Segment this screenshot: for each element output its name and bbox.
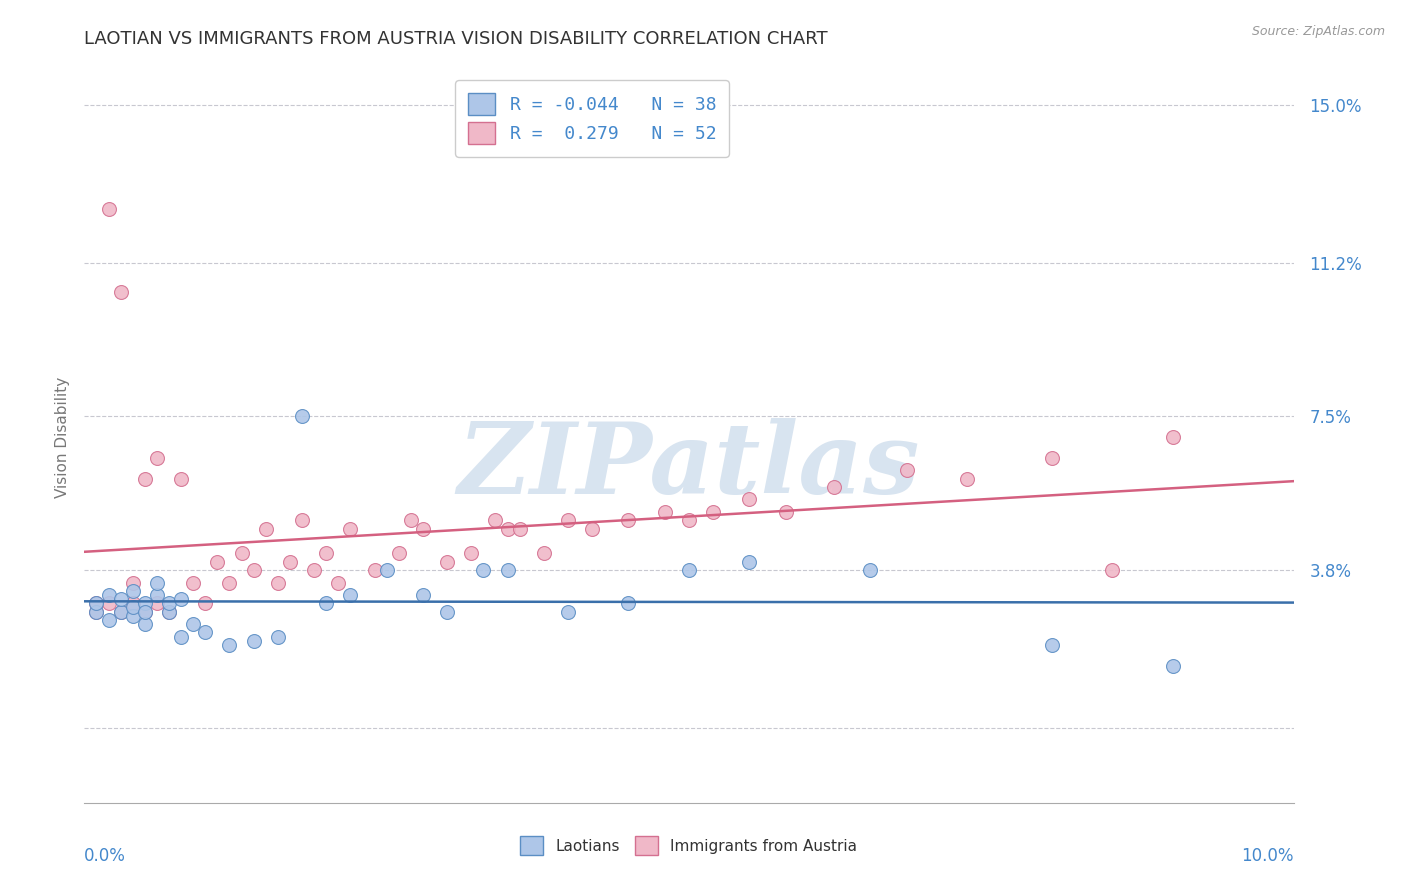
Point <box>194 625 217 640</box>
Point <box>121 596 143 610</box>
Point <box>121 600 143 615</box>
Point <box>254 521 277 535</box>
Point <box>110 592 132 607</box>
Point <box>170 472 193 486</box>
Point <box>678 563 700 577</box>
Point <box>242 633 264 648</box>
Point <box>339 588 361 602</box>
Point <box>302 563 325 577</box>
Point <box>533 546 555 560</box>
Point <box>181 575 204 590</box>
Point <box>823 480 845 494</box>
Point <box>218 638 240 652</box>
Point <box>472 563 495 577</box>
Point <box>896 463 918 477</box>
Point <box>134 605 156 619</box>
Point <box>363 563 385 577</box>
Point <box>1101 563 1123 577</box>
Point <box>218 575 240 590</box>
Point <box>315 596 337 610</box>
Point <box>339 521 361 535</box>
Point <box>267 575 290 590</box>
Text: ZIPatlas: ZIPatlas <box>458 418 920 515</box>
Point <box>97 588 120 602</box>
Point <box>181 617 204 632</box>
Point <box>557 513 579 527</box>
Point <box>738 492 761 507</box>
Point <box>146 450 169 465</box>
Point <box>1161 658 1184 673</box>
Point <box>484 513 506 527</box>
Point <box>157 596 180 610</box>
Point <box>170 592 193 607</box>
Point <box>496 521 519 535</box>
Point <box>110 285 132 299</box>
Point <box>581 521 603 535</box>
Point <box>146 588 169 602</box>
Point <box>157 605 180 619</box>
Point <box>375 563 398 577</box>
Point <box>267 630 290 644</box>
Text: LAOTIAN VS IMMIGRANTS FROM AUSTRIA VISION DISABILITY CORRELATION CHART: LAOTIAN VS IMMIGRANTS FROM AUSTRIA VISIO… <box>84 29 828 47</box>
Point <box>412 521 434 535</box>
Point <box>399 513 422 527</box>
Point <box>775 505 797 519</box>
Point <box>134 472 156 486</box>
Point <box>157 605 180 619</box>
Point <box>86 596 108 610</box>
Point <box>110 605 132 619</box>
Point <box>97 613 120 627</box>
Point <box>436 555 458 569</box>
Point <box>86 605 108 619</box>
Y-axis label: Vision Disability: Vision Disability <box>55 376 70 498</box>
Point <box>496 563 519 577</box>
Point <box>134 605 156 619</box>
Point <box>1161 430 1184 444</box>
Point <box>121 608 143 623</box>
Point <box>1040 450 1063 465</box>
Point <box>1040 638 1063 652</box>
Point <box>291 409 314 424</box>
Point <box>617 513 640 527</box>
Point <box>242 563 264 577</box>
Point <box>121 583 143 598</box>
Point <box>86 605 108 619</box>
Point <box>207 555 229 569</box>
Point <box>134 617 156 632</box>
Legend: Laotians, Immigrants from Austria: Laotians, Immigrants from Austria <box>515 830 863 861</box>
Point <box>328 575 350 590</box>
Point <box>231 546 253 560</box>
Point <box>134 596 156 610</box>
Point <box>509 521 531 535</box>
Point <box>278 555 301 569</box>
Point <box>146 575 169 590</box>
Point <box>388 546 411 560</box>
Point <box>738 555 761 569</box>
Point <box>557 605 579 619</box>
Point <box>460 546 482 560</box>
Point <box>315 546 337 560</box>
Point <box>97 596 120 610</box>
Point <box>436 605 458 619</box>
Point <box>97 202 120 216</box>
Text: 0.0%: 0.0% <box>84 847 127 864</box>
Point <box>194 596 217 610</box>
Point <box>678 513 700 527</box>
Point <box>412 588 434 602</box>
Point <box>956 472 979 486</box>
Text: 10.0%: 10.0% <box>1241 847 1294 864</box>
Point <box>617 596 640 610</box>
Point <box>86 596 108 610</box>
Point <box>110 605 132 619</box>
Point <box>121 575 143 590</box>
Point <box>291 513 314 527</box>
Text: Source: ZipAtlas.com: Source: ZipAtlas.com <box>1251 25 1385 38</box>
Point <box>654 505 676 519</box>
Point <box>170 630 193 644</box>
Point <box>859 563 882 577</box>
Point <box>702 505 724 519</box>
Point <box>146 596 169 610</box>
